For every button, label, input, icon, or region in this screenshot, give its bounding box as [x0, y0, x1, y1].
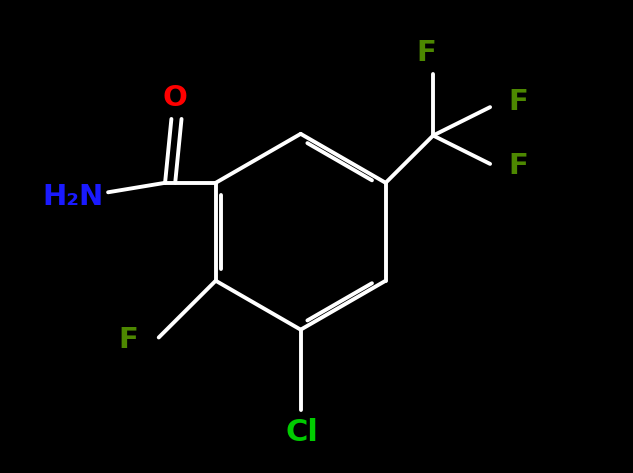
- Text: F: F: [509, 152, 529, 180]
- Text: F: F: [118, 326, 138, 354]
- Text: F: F: [509, 88, 529, 116]
- Text: F: F: [417, 39, 437, 67]
- Text: Cl: Cl: [285, 418, 318, 447]
- Text: H₂N: H₂N: [42, 183, 104, 211]
- Text: O: O: [162, 84, 187, 112]
